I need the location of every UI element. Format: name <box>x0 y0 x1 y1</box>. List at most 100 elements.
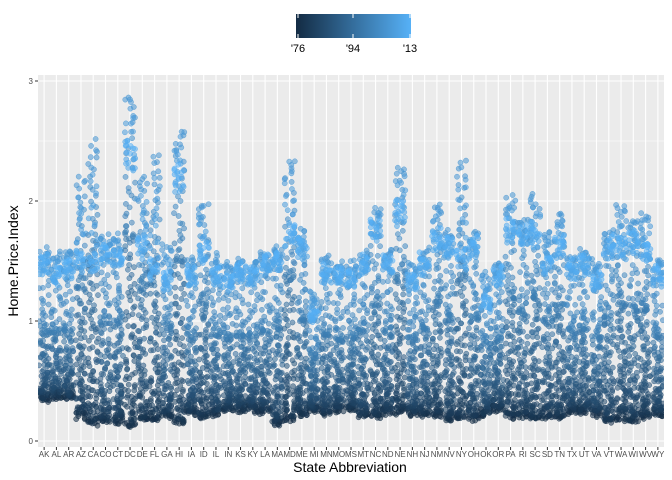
data-point <box>291 294 297 300</box>
data-point <box>110 416 117 423</box>
data-point <box>196 221 202 228</box>
data-point <box>269 335 276 341</box>
data-point <box>379 292 386 299</box>
data-point <box>284 255 290 262</box>
data-point <box>334 325 340 332</box>
data-point <box>368 339 375 345</box>
data-point <box>347 325 353 332</box>
data-point <box>178 285 184 292</box>
data-point <box>199 235 206 242</box>
data-point <box>225 297 232 304</box>
data-point <box>85 384 92 391</box>
data-point <box>184 378 191 384</box>
data-point <box>152 298 159 305</box>
data-point <box>203 327 209 333</box>
data-point <box>130 128 136 135</box>
data-point <box>153 205 160 212</box>
data-point <box>274 399 280 406</box>
data-point <box>198 214 205 221</box>
data-point <box>177 133 184 140</box>
data-point <box>247 314 253 321</box>
data-point <box>380 361 386 367</box>
data-point <box>388 246 394 253</box>
data-point <box>153 290 159 296</box>
data-point <box>38 248 43 255</box>
data-point <box>143 199 150 205</box>
data-point <box>135 312 142 319</box>
data-point <box>136 392 143 399</box>
data-point <box>384 300 391 307</box>
data-point <box>178 128 185 135</box>
data-point <box>122 96 129 103</box>
data-point <box>258 272 264 279</box>
data-point <box>405 410 412 416</box>
data-point <box>130 115 136 121</box>
data-point <box>337 286 343 293</box>
data-point <box>393 323 399 330</box>
data-point <box>357 298 363 305</box>
data-point <box>62 249 69 256</box>
data-point <box>321 280 328 287</box>
data-point <box>122 142 129 149</box>
data-point <box>100 371 107 378</box>
data-point <box>140 362 147 369</box>
data-point <box>313 300 320 306</box>
data-point <box>143 222 150 228</box>
data-point <box>257 396 263 403</box>
data-point <box>251 303 258 309</box>
data-point <box>99 256 105 262</box>
data-point <box>406 356 413 362</box>
data-point <box>260 289 266 295</box>
data-point <box>371 309 378 316</box>
data-point <box>388 312 395 319</box>
legend-label: '13 <box>403 43 417 55</box>
data-point <box>163 269 170 276</box>
data-point <box>388 324 395 330</box>
data-point <box>240 318 246 325</box>
data-point <box>123 201 129 207</box>
data-point <box>135 344 141 351</box>
data-point <box>283 236 289 242</box>
data-point <box>222 315 228 321</box>
data-point <box>65 371 72 377</box>
data-point <box>88 164 95 171</box>
data-point <box>52 325 58 332</box>
data-point <box>97 412 104 418</box>
data-point <box>377 233 384 239</box>
data-point <box>269 347 276 354</box>
data-point <box>407 348 414 354</box>
data-point <box>147 396 154 402</box>
data-point <box>374 369 381 375</box>
data-point <box>392 210 399 216</box>
data-point <box>437 272 444 279</box>
data-point <box>79 315 86 322</box>
data-point <box>82 305 89 312</box>
data-point <box>69 345 76 351</box>
data-point <box>122 376 129 383</box>
data-point <box>171 167 178 173</box>
data-point <box>165 380 172 386</box>
data-point <box>238 328 245 335</box>
data-point <box>77 199 84 206</box>
data-point <box>89 171 96 178</box>
data-point <box>91 250 98 257</box>
data-point <box>248 374 255 381</box>
data-point <box>132 165 138 171</box>
data-point <box>65 257 72 263</box>
data-point <box>247 361 254 368</box>
data-point <box>339 258 345 265</box>
data-point <box>430 217 437 224</box>
data-point <box>220 363 227 369</box>
data-point <box>68 306 75 313</box>
data-point <box>406 327 412 333</box>
state-series-AZ <box>72 173 89 423</box>
data-point <box>349 312 356 318</box>
data-point <box>125 387 132 394</box>
data-point <box>197 253 204 260</box>
data-point <box>86 254 93 261</box>
data-point <box>259 373 266 379</box>
data-point <box>420 282 427 289</box>
data-point <box>178 296 185 302</box>
data-point <box>113 363 119 370</box>
data-point <box>290 267 297 273</box>
